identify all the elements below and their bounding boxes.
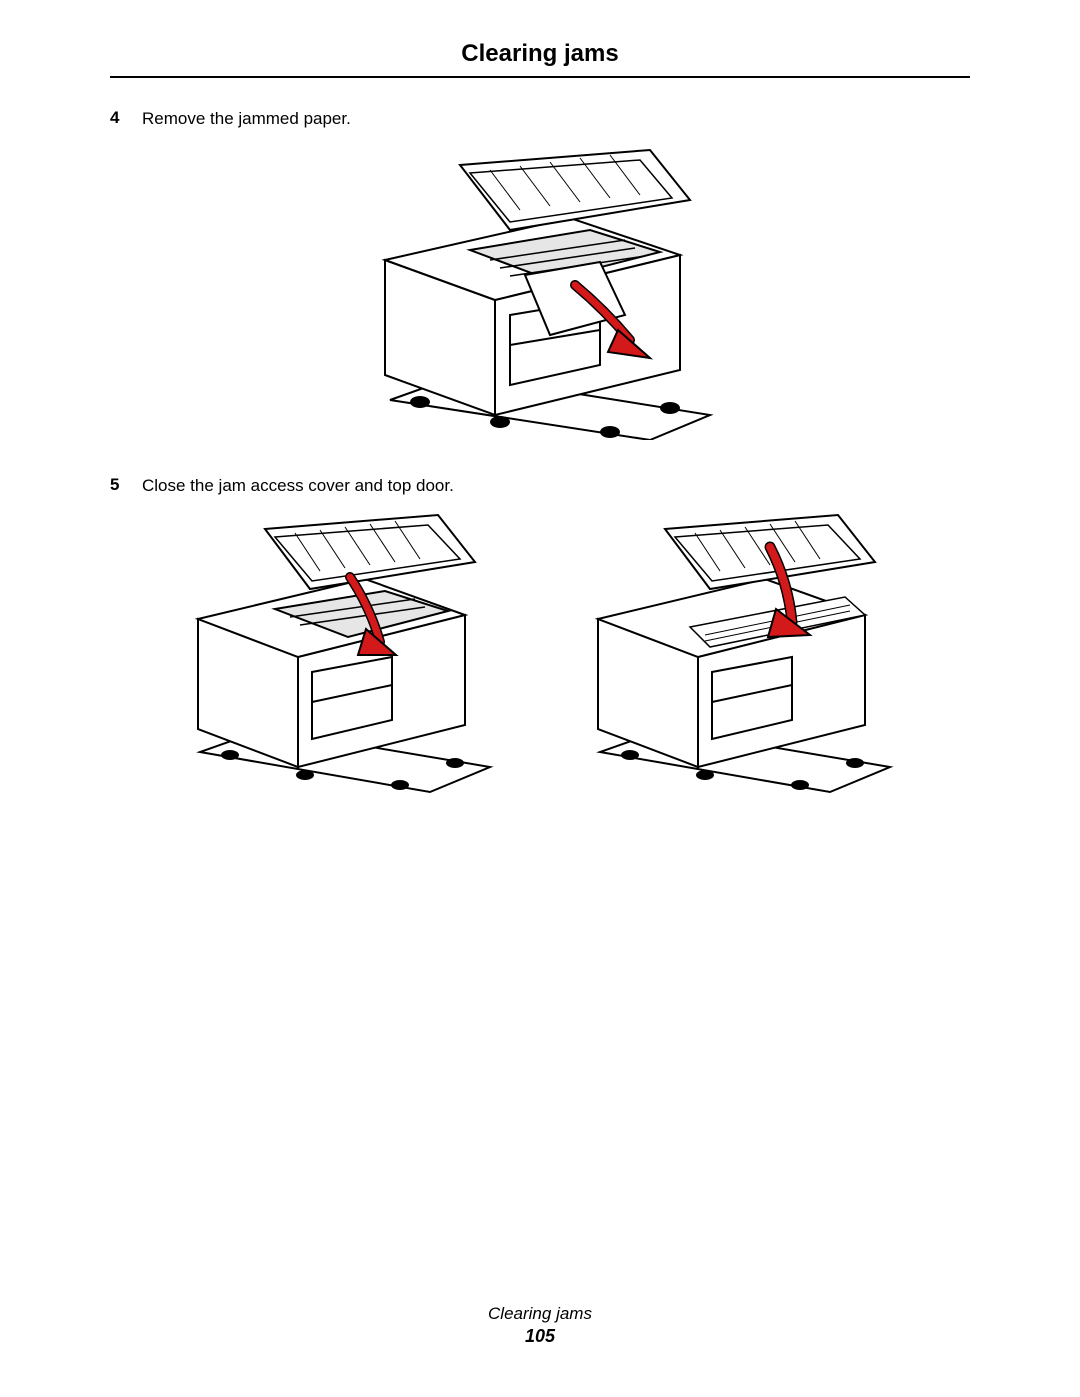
step-4: 4 Remove the jammed paper. [110,108,970,130]
page-footer: Clearing jams 105 [0,1304,1080,1347]
manual-page: Clearing jams 4 Remove the jammed paper. [0,0,1080,1397]
step-number: 4 [110,108,124,130]
printer-close-cover-icon [170,507,510,797]
footer-section-label: Clearing jams [0,1304,1080,1324]
step-5: 5 Close the jam access cover and top doo… [110,475,970,497]
step-number: 5 [110,475,124,497]
footer-page-number: 105 [0,1326,1080,1347]
header-rule [110,76,970,78]
printer-close-door-icon [570,507,910,797]
page-title: Clearing jams [110,40,970,76]
illustration-close-covers [110,507,970,797]
illustration-remove-paper [110,140,970,445]
step-text: Close the jam access cover and top door. [142,475,454,497]
printer-remove-paper-icon [350,140,730,440]
step-text: Remove the jammed paper. [142,108,351,130]
